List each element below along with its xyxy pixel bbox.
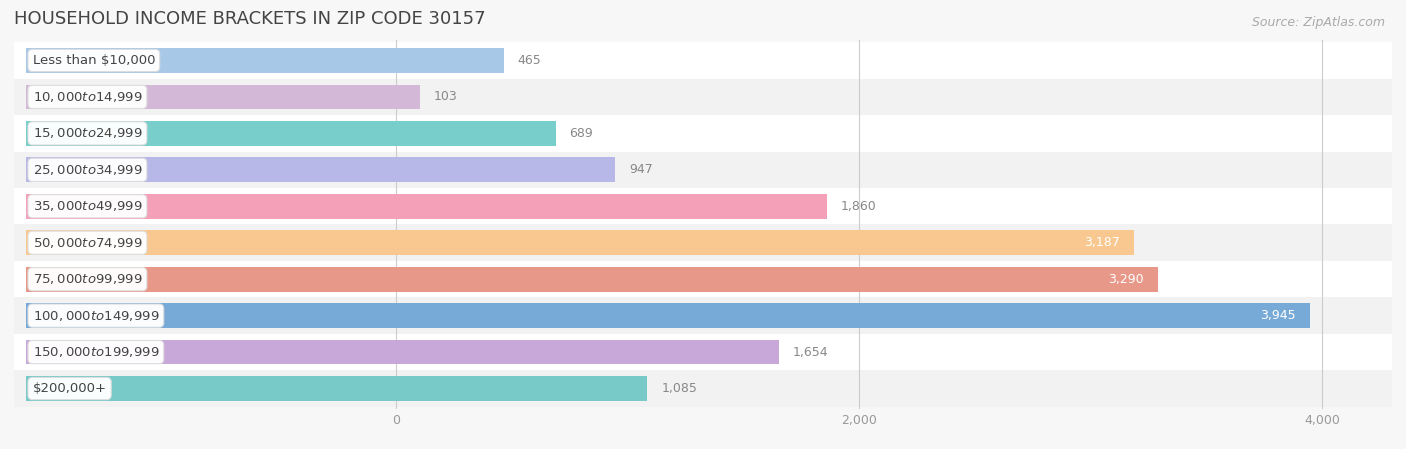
Bar bbox=[14, 79, 1392, 115]
Text: $150,000 to $199,999: $150,000 to $199,999 bbox=[32, 345, 159, 359]
Text: $35,000 to $49,999: $35,000 to $49,999 bbox=[32, 199, 142, 213]
Text: $75,000 to $99,999: $75,000 to $99,999 bbox=[32, 272, 142, 286]
Bar bbox=[14, 334, 1392, 370]
Bar bbox=[25, 376, 647, 401]
Text: 1,085: 1,085 bbox=[661, 382, 697, 395]
Text: 465: 465 bbox=[517, 54, 541, 67]
Text: 103: 103 bbox=[434, 90, 458, 103]
Text: 3,290: 3,290 bbox=[1108, 273, 1144, 286]
Bar bbox=[25, 84, 420, 109]
Bar bbox=[25, 303, 1310, 328]
Bar bbox=[14, 115, 1392, 152]
Text: $100,000 to $149,999: $100,000 to $149,999 bbox=[32, 308, 159, 323]
Text: HOUSEHOLD INCOME BRACKETS IN ZIP CODE 30157: HOUSEHOLD INCOME BRACKETS IN ZIP CODE 30… bbox=[14, 10, 485, 28]
Bar bbox=[25, 121, 555, 146]
Bar bbox=[25, 158, 616, 182]
Text: $50,000 to $74,999: $50,000 to $74,999 bbox=[32, 236, 142, 250]
Text: Less than $10,000: Less than $10,000 bbox=[32, 54, 155, 67]
Text: Source: ZipAtlas.com: Source: ZipAtlas.com bbox=[1251, 16, 1385, 29]
Text: $200,000+: $200,000+ bbox=[32, 382, 107, 395]
Text: 3,945: 3,945 bbox=[1260, 309, 1296, 322]
Bar bbox=[25, 340, 779, 365]
Text: $15,000 to $24,999: $15,000 to $24,999 bbox=[32, 126, 142, 141]
Bar bbox=[14, 261, 1392, 297]
Text: 3,187: 3,187 bbox=[1084, 236, 1121, 249]
Bar bbox=[14, 188, 1392, 224]
Bar bbox=[25, 194, 827, 219]
Bar bbox=[25, 230, 1135, 255]
Bar bbox=[14, 224, 1392, 261]
Text: 689: 689 bbox=[569, 127, 593, 140]
Bar bbox=[14, 297, 1392, 334]
Text: 1,654: 1,654 bbox=[793, 346, 828, 359]
Bar bbox=[25, 48, 503, 73]
Bar bbox=[14, 152, 1392, 188]
Text: $10,000 to $14,999: $10,000 to $14,999 bbox=[32, 90, 142, 104]
Text: 1,860: 1,860 bbox=[841, 200, 876, 213]
Bar bbox=[25, 267, 1159, 291]
Bar bbox=[14, 42, 1392, 79]
Text: $25,000 to $34,999: $25,000 to $34,999 bbox=[32, 163, 142, 177]
Text: 947: 947 bbox=[630, 163, 654, 176]
Bar bbox=[14, 370, 1392, 407]
